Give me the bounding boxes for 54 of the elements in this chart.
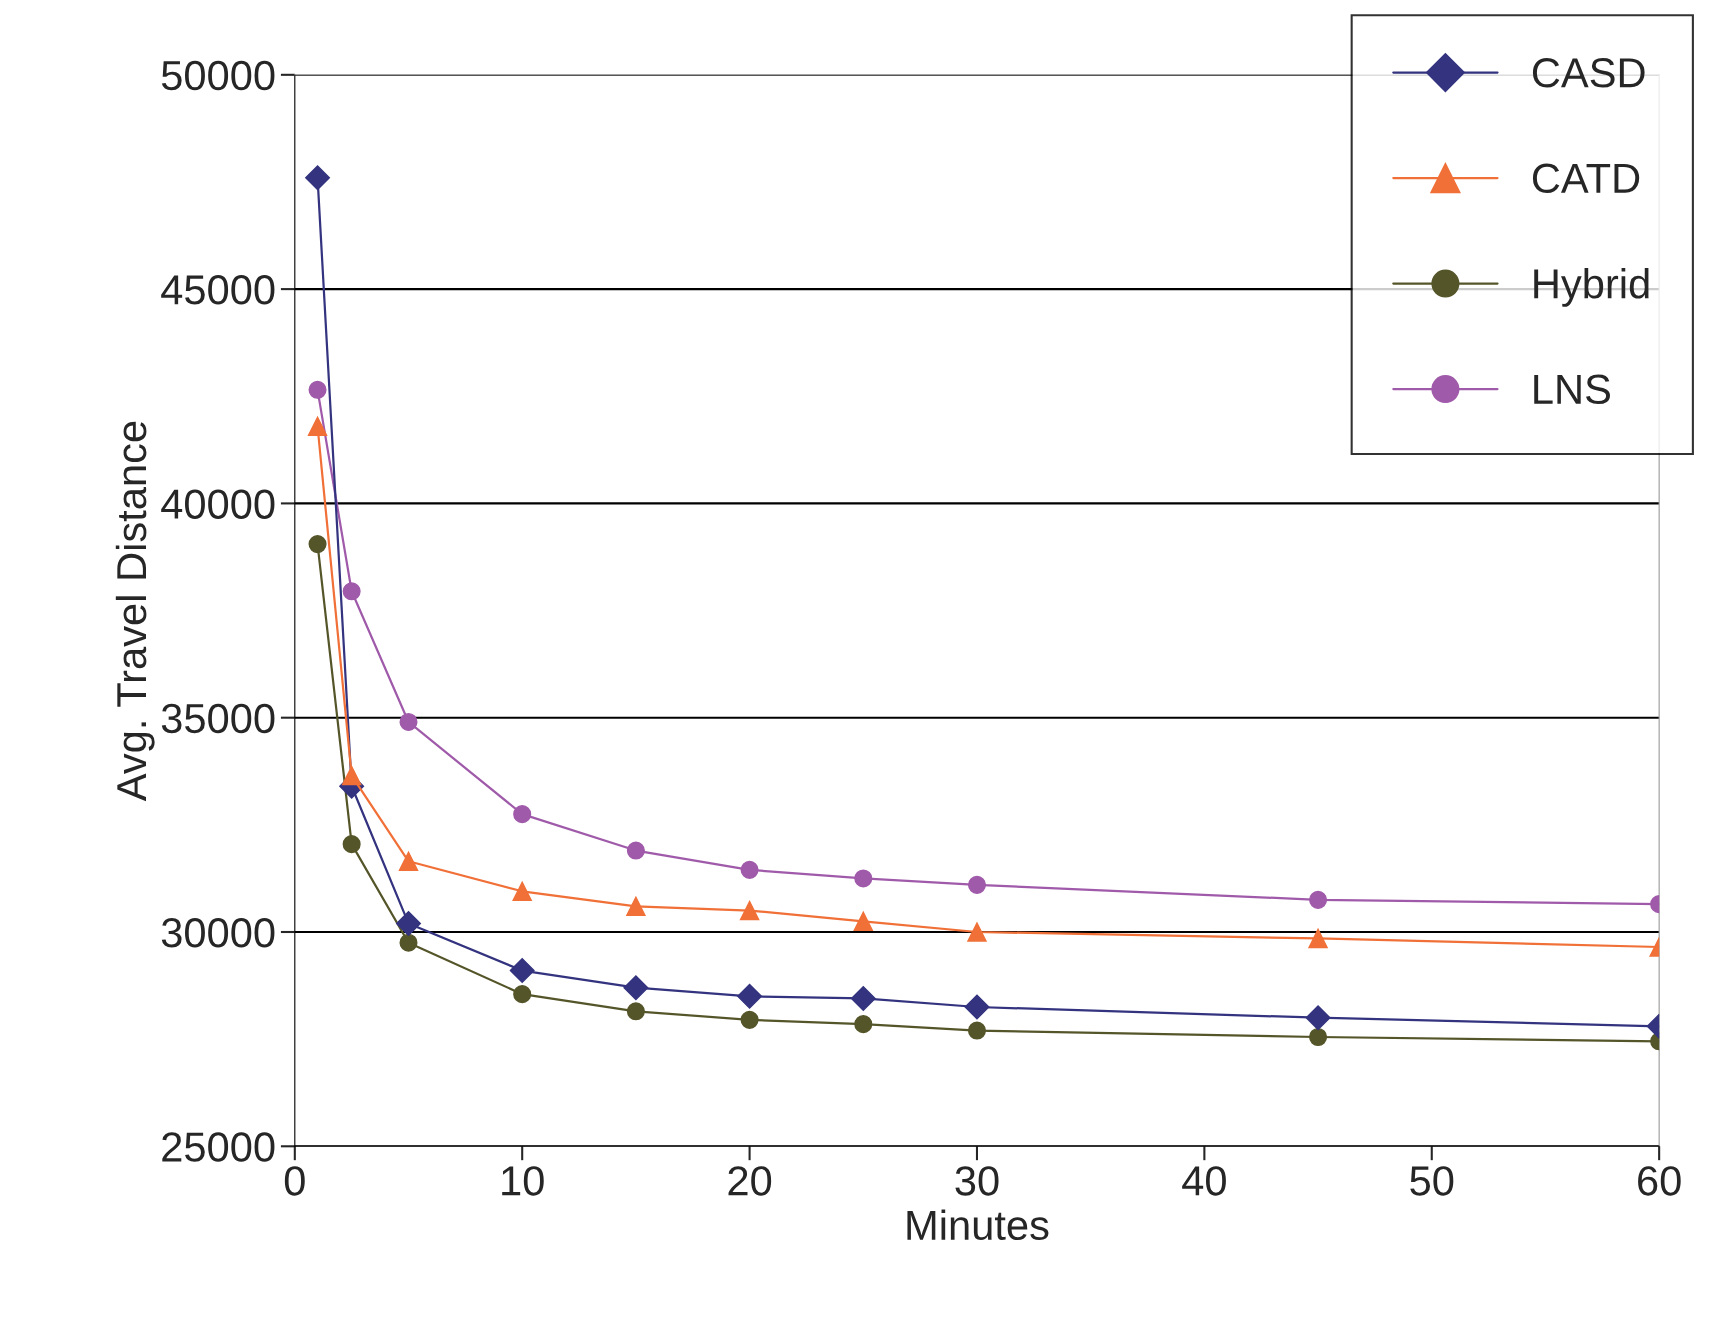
x-tick-label: 30 xyxy=(955,1166,999,1196)
legend-label: Hybrid xyxy=(1534,267,1649,307)
point xyxy=(850,985,876,1011)
point xyxy=(1309,1027,1328,1047)
point xyxy=(396,910,421,936)
point xyxy=(342,582,361,601)
point xyxy=(967,1021,987,1040)
point xyxy=(967,875,987,894)
point xyxy=(1309,890,1328,909)
point xyxy=(308,380,327,399)
point xyxy=(854,1015,873,1034)
y-tick-label: 35000 xyxy=(161,703,275,734)
point xyxy=(739,900,760,921)
x-tick-label: 60 xyxy=(1638,1166,1681,1196)
point xyxy=(305,165,331,191)
point xyxy=(737,983,763,1009)
point xyxy=(509,958,535,984)
point xyxy=(341,765,362,786)
point xyxy=(399,712,418,732)
point xyxy=(398,851,419,871)
point xyxy=(626,841,645,860)
y-tick-label: 30000 xyxy=(161,918,275,948)
point xyxy=(399,933,418,952)
point xyxy=(623,975,649,1001)
point xyxy=(967,922,987,942)
x-tick-label: 0 xyxy=(284,1166,305,1196)
point xyxy=(308,535,327,554)
legend-label: LNS xyxy=(1534,374,1610,405)
point xyxy=(1308,928,1328,949)
point xyxy=(740,860,759,879)
point xyxy=(1305,1005,1331,1031)
point xyxy=(512,881,532,902)
point xyxy=(964,994,990,1020)
point xyxy=(513,805,532,824)
y-tick-label: 25000 xyxy=(162,1132,275,1162)
point xyxy=(626,1002,645,1021)
point xyxy=(342,835,361,854)
point xyxy=(513,985,532,1004)
point xyxy=(626,896,646,917)
x-tick-label: 10 xyxy=(502,1166,544,1196)
point xyxy=(740,1010,759,1029)
legend-label: CASD xyxy=(1532,58,1645,88)
y-tick-label: 40000 xyxy=(161,489,275,519)
point xyxy=(307,416,328,436)
legend-label: CATD xyxy=(1532,163,1640,194)
point xyxy=(854,869,873,888)
point xyxy=(853,911,874,932)
x-axis-title: Minutes xyxy=(907,1209,1049,1241)
y-axis-title: Avg. Travel Distance xyxy=(115,421,155,802)
y-tick-label: 45000 xyxy=(161,275,275,305)
x-tick-label: 20 xyxy=(728,1166,772,1196)
x-tick-label: 50 xyxy=(1410,1166,1454,1196)
y-tick-label: 50000 xyxy=(161,60,275,91)
x-tick-label: 40 xyxy=(1182,1166,1226,1196)
